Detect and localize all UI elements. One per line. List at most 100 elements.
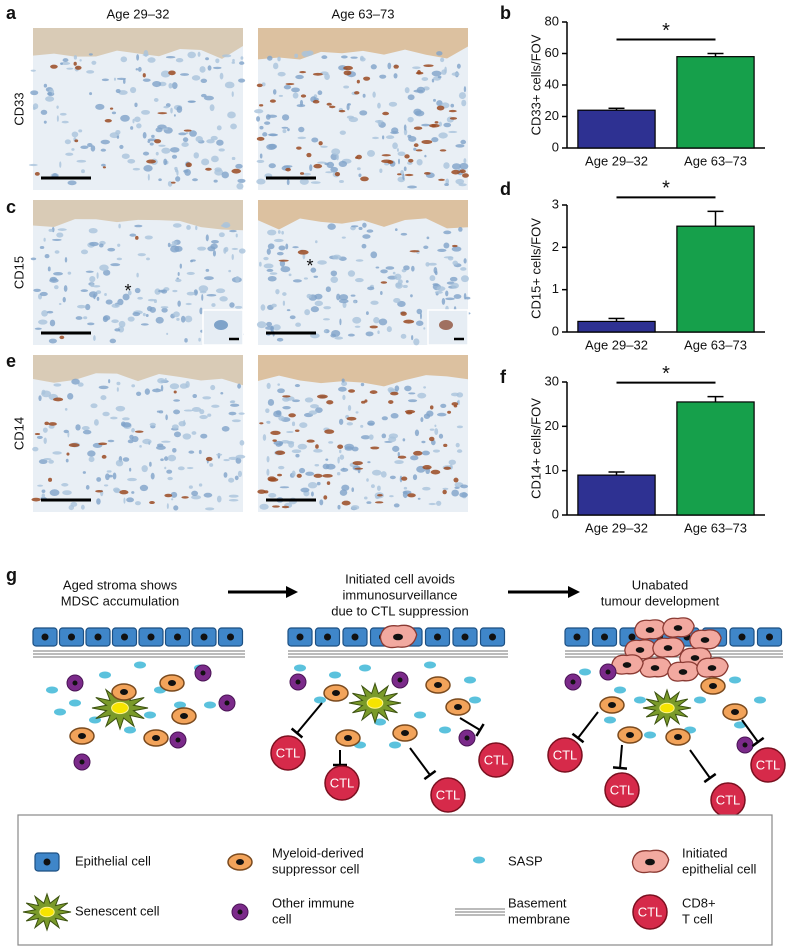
stain	[309, 164, 313, 172]
stain	[115, 88, 121, 94]
positive-cell	[436, 105, 445, 111]
stain	[354, 325, 361, 328]
stain	[43, 437, 47, 445]
stain	[176, 105, 183, 113]
stain	[185, 380, 190, 388]
stain	[411, 265, 415, 272]
positive-cell	[275, 450, 286, 455]
stain	[315, 407, 323, 413]
positive-cell	[73, 61, 77, 66]
nucleus	[645, 627, 655, 633]
stain	[136, 272, 139, 278]
significance-star: *	[662, 178, 670, 200]
stain	[386, 326, 392, 333]
stain	[282, 292, 287, 296]
stain	[43, 83, 48, 88]
stain	[385, 266, 395, 270]
nucleus	[700, 637, 710, 643]
stain	[332, 254, 342, 260]
stain	[443, 162, 450, 169]
bar	[577, 109, 656, 149]
stain	[28, 163, 38, 167]
stain	[175, 176, 181, 182]
stain	[407, 94, 415, 101]
stain	[172, 311, 180, 318]
stain	[113, 77, 116, 81]
stain	[134, 224, 143, 228]
stain	[313, 448, 323, 453]
stain	[428, 262, 437, 266]
stain	[315, 240, 318, 244]
stain	[393, 503, 400, 508]
stain	[321, 55, 328, 60]
positive-cell	[272, 505, 280, 508]
ctl	[430, 777, 466, 813]
sasp	[329, 671, 341, 679]
stain	[397, 451, 400, 457]
stain	[403, 166, 407, 172]
stain	[173, 505, 179, 511]
positive-cell	[374, 501, 384, 504]
stain	[339, 130, 346, 135]
stain	[259, 153, 263, 159]
stain	[100, 139, 110, 145]
legend-label: Other immune	[272, 895, 354, 910]
stain	[343, 85, 350, 89]
stain	[292, 399, 301, 403]
panel-label: g	[6, 565, 17, 585]
positive-cell	[259, 422, 264, 425]
stain	[452, 260, 458, 266]
stain	[180, 315, 186, 323]
stain	[47, 266, 51, 272]
stain	[71, 131, 79, 138]
y-tick-label: 40	[545, 76, 559, 91]
stain	[56, 115, 59, 122]
stain	[352, 316, 362, 324]
stain	[350, 294, 356, 297]
stain	[361, 243, 367, 249]
stage-caption: tumour development	[601, 593, 720, 608]
stain	[149, 142, 154, 146]
stain	[62, 58, 69, 63]
stain	[371, 469, 382, 476]
positive-cell	[44, 421, 50, 426]
stain	[160, 458, 164, 462]
stain	[156, 410, 161, 413]
stain	[434, 424, 437, 428]
stain	[115, 405, 126, 412]
sasp	[389, 741, 401, 749]
sasp	[54, 708, 66, 716]
stain	[393, 297, 401, 304]
stain	[199, 66, 206, 73]
nucleus	[237, 909, 243, 915]
legend-label: suppressor cell	[272, 861, 360, 876]
stain	[230, 403, 240, 407]
nucleus	[605, 669, 611, 675]
stain	[328, 441, 334, 444]
significance-star: *	[662, 20, 670, 42]
stain	[137, 66, 142, 72]
stain	[200, 78, 208, 83]
stain	[166, 469, 173, 474]
stain	[34, 327, 42, 330]
stain	[413, 108, 422, 116]
stain	[305, 471, 315, 476]
stain	[161, 307, 168, 313]
positive-cell	[326, 481, 331, 486]
stain	[201, 294, 204, 301]
stain	[456, 63, 461, 69]
stain	[155, 151, 159, 156]
positive-cell	[429, 436, 435, 442]
stain	[379, 74, 387, 79]
nucleus	[295, 679, 301, 685]
stain	[394, 385, 400, 392]
stain	[33, 288, 41, 293]
stain	[130, 86, 137, 94]
stain	[346, 103, 350, 111]
positive-cell	[48, 422, 57, 426]
stain	[291, 421, 296, 427]
stain	[339, 449, 342, 454]
stain	[88, 291, 98, 298]
nucleus	[121, 633, 128, 641]
positive-cell	[415, 149, 423, 152]
